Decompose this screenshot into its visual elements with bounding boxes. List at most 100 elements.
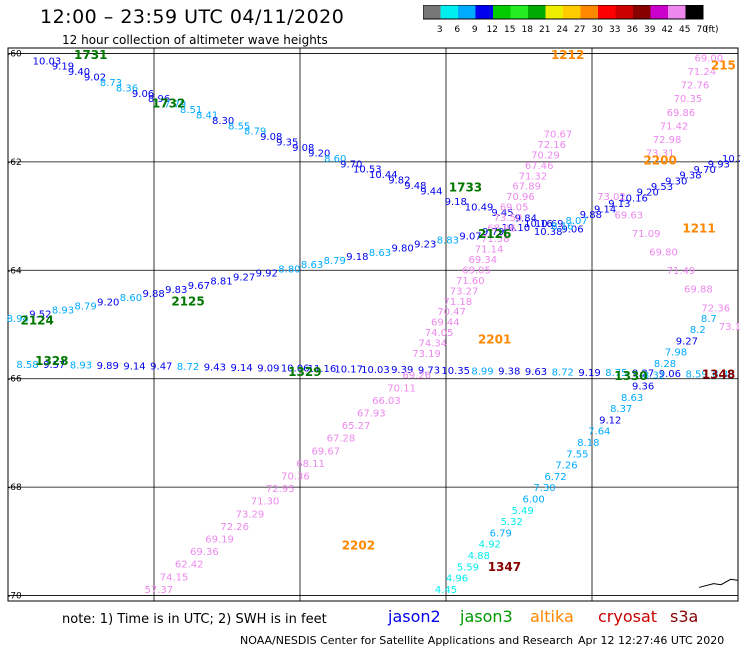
wave-height-value: 9.38 <box>679 171 701 182</box>
wave-height-plot: -87-84-81-78-75-90-60-62-64-66-68-7010.0… <box>7 47 740 602</box>
wave-height-value: 71.14 <box>475 244 504 255</box>
wave-height-value: 9.08 <box>292 143 314 154</box>
pass-time-label: 1731 <box>74 48 107 62</box>
colorbar-swatch <box>650 5 668 19</box>
wave-height-value: 9.02 <box>84 73 106 84</box>
plot-frame <box>7 47 739 602</box>
wave-height-value: 69.05 <box>462 265 491 276</box>
pass-time-label: 1348 <box>702 368 735 382</box>
wave-height-value: 72.36 <box>701 303 730 314</box>
legend-s3a: s3a <box>670 607 699 626</box>
pass-time-label: 215 <box>711 59 736 73</box>
wave-height-value: 8.93 <box>52 306 74 317</box>
colorbar-swatch <box>423 5 441 19</box>
wave-height-value: 72.98 <box>653 135 682 146</box>
colorbar-tick-label: 33 <box>609 25 620 35</box>
colorbar-swatch <box>598 5 616 19</box>
wave-height-value: 7.55 <box>566 449 588 460</box>
colorbar-swatch <box>510 5 528 19</box>
wave-height-value: 70.47 <box>437 307 466 318</box>
wave-height-value: 8.59 <box>686 369 708 380</box>
wave-height-value: 8.83 <box>437 235 459 246</box>
wave-height-value: 9.73 <box>418 366 440 377</box>
colorbar-tick-label: 9 <box>472 25 478 35</box>
wave-height-value: 9.19 <box>578 368 600 379</box>
wave-height-value: 9.36 <box>632 382 654 393</box>
wave-height-value: 10.53 <box>353 165 382 176</box>
wave-height-value: 67.46 <box>525 161 554 172</box>
colorbar-swatch <box>633 5 651 19</box>
wave-height-value: 8.63 <box>369 248 391 259</box>
chart-subtitle: 12 hour collection of altimeter wave hei… <box>62 33 328 47</box>
colorbar-tick-label: 45 <box>679 25 690 35</box>
wave-height-value: 71.09 <box>632 229 661 240</box>
wave-height-value: 8.99 <box>471 366 493 377</box>
colorbar-tick-label: 30 <box>592 25 604 35</box>
wave-height-value: 69.88 <box>684 285 713 296</box>
color-scale-legend: 3 6 9 12 15 18 21 24 27 30 33 36 39 42 45 70(ft) <box>423 5 719 35</box>
wave-height-value: 10.10 <box>502 223 531 234</box>
wave-height-value: 9.18 <box>445 197 467 208</box>
wave-height-value: 73.31 <box>646 148 675 159</box>
wave-height-value: 9.80 <box>391 244 413 255</box>
wave-height-value: 9.52 <box>29 310 51 321</box>
wave-height-value: 5.59 <box>457 562 479 573</box>
wave-height-value: 74.15 <box>160 572 189 583</box>
colorbar-tick-label: 27 <box>574 25 585 35</box>
wave-height-value: 9.27 <box>233 273 255 284</box>
colorbar-swatch <box>493 5 511 19</box>
wave-height-value: 9.23 <box>414 240 436 251</box>
wave-height-value: 71.24 <box>688 67 717 78</box>
wave-height-value: 10.49 <box>465 203 494 214</box>
wave-height-value: 9.27 <box>676 336 698 347</box>
wave-height-value: 69.00 <box>694 54 723 65</box>
y-tick-label: -68 <box>7 483 22 493</box>
wave-height-value: 70.36 <box>281 471 310 482</box>
pass-time-label: 2125 <box>171 295 204 309</box>
pass-time-label: 1211 <box>682 221 715 235</box>
wave-height-value: 70.96 <box>506 192 535 203</box>
wave-height-value: 67.89 <box>512 182 541 193</box>
wave-height-value: 9.27 <box>632 369 654 380</box>
wave-height-value: 10.16 <box>524 219 553 230</box>
wave-height-value: 9.57 <box>43 360 65 371</box>
y-tick-label: -64 <box>7 266 22 276</box>
colorbar-tick-label: 12 <box>487 25 498 35</box>
wave-height-value: 11.16 <box>308 364 337 375</box>
wave-height-value: 9.20 <box>308 148 330 159</box>
wave-height-value: 73.02 <box>597 192 626 203</box>
wave-height-value: 70.29 <box>531 150 560 161</box>
wave-height-value: 8.51 <box>180 105 202 116</box>
wave-height-value: 6.72 <box>544 472 566 483</box>
wave-height-value: 9.89 <box>97 361 119 372</box>
wave-height-value: 9.06 <box>561 224 583 235</box>
wave-height-value: 9.93 <box>708 159 730 170</box>
wave-height-value: 10.69 <box>535 219 564 230</box>
wave-height-value: 69.80 <box>649 248 678 259</box>
wave-height-value: 9.07 <box>459 231 481 242</box>
wave-height-value: 9.53 <box>651 182 673 193</box>
wave-height-value: 5.32 <box>501 517 523 528</box>
wave-height-value: 71.32 <box>519 171 548 182</box>
wave-height-value: 10.38 <box>534 227 563 238</box>
wave-height-value: 7.64 <box>588 427 610 438</box>
wave-height-value: 8.81 <box>210 277 232 288</box>
wave-height-value: 71.58 <box>481 234 510 245</box>
wave-height-value: 9.44 <box>420 186 442 197</box>
wave-height-value: 8.63 <box>621 393 643 404</box>
wave-height-value: 9.48 <box>404 181 426 192</box>
wave-height-value: 9.30 <box>665 176 687 187</box>
wave-height-value: 4.92 <box>479 540 501 551</box>
wave-height-value: 8.75 <box>605 368 627 379</box>
wave-height-value: 69.67 <box>311 446 340 457</box>
wave-height-value: 8.18 <box>577 438 599 449</box>
colorbar-swatch <box>528 5 546 19</box>
wave-height-value: 69.63 <box>615 210 644 221</box>
wave-height-value: 71.30 <box>251 497 280 508</box>
wave-height-value: 9.39 <box>391 365 413 376</box>
wave-height-value: 10.17 <box>334 364 363 375</box>
colorbar-swatch <box>563 5 581 19</box>
wave-height-value: 9.38 <box>498 367 520 378</box>
wave-height-value: 9.09 <box>257 363 279 374</box>
colorbar-unit: (ft) <box>705 25 719 35</box>
